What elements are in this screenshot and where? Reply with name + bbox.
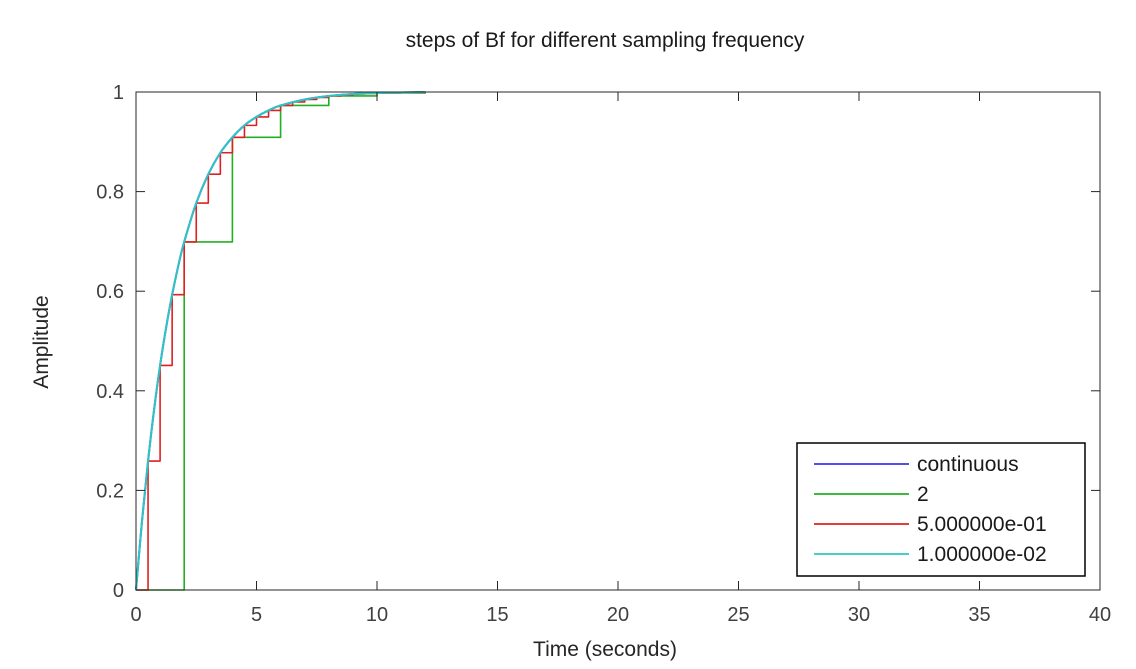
- y-axis-label: Amplitude: [30, 295, 53, 388]
- x-axis-label: Time (seconds): [533, 638, 677, 661]
- legend-label-1: 2: [917, 483, 929, 506]
- x-tick-label: 20: [607, 604, 629, 626]
- y-tick-label: 0.8: [96, 182, 124, 204]
- legend: continuous 2 5.000000e-01 1.000000e-02: [796, 442, 1086, 577]
- legend-label-0: continuous: [917, 453, 1019, 476]
- y-tick-label: 1: [113, 82, 124, 104]
- x-tick-label: 30: [848, 604, 870, 626]
- ticks-layer: 0 5 10 15 20 25 30 35 40 0 0.2 0.4 0.6 0.8 1: [96, 82, 1111, 626]
- x-tick-label: 15: [486, 604, 508, 626]
- x-tick-label: 5: [251, 604, 262, 626]
- legend-label-3: 1.000000e-02: [917, 543, 1047, 566]
- legend-label-2: 5.000000e-01: [917, 513, 1047, 536]
- series-line-3: [135, 91, 426, 591]
- y-tick-label: 0.6: [96, 281, 124, 303]
- x-tick-label: 25: [727, 604, 749, 626]
- x-tick-label: 35: [968, 604, 990, 626]
- y-tick-label: 0.2: [96, 480, 124, 502]
- y-tick-label: 0: [113, 580, 124, 602]
- y-tick-label: 0.4: [96, 381, 124, 403]
- chart-title: steps of Bf for different sampling frequ…: [406, 29, 805, 52]
- x-tick-label: 0: [130, 604, 141, 626]
- x-tick-label: 10: [366, 604, 388, 626]
- x-tick-label: 40: [1089, 604, 1111, 626]
- series-layer: [135, 91, 426, 591]
